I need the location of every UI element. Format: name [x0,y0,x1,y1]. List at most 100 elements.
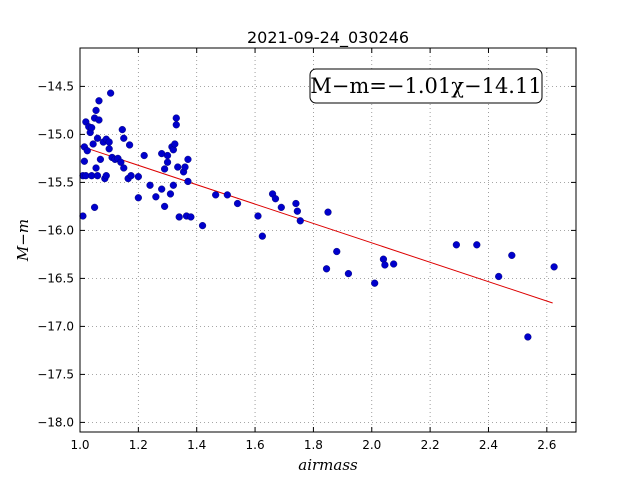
x-tick-labels: 1.0 1.2 1.4 1.6 1.8 2.0 2.2 2.4 2.6 [70,438,556,452]
data-point [127,172,135,180]
data-point [80,157,88,165]
data-point [292,199,300,208]
y-tick-label: −15.5 [37,175,74,189]
data-point [550,263,558,271]
data-point [473,241,481,249]
data-point [171,140,179,148]
plot-frame [79,47,577,433]
y-axis-label: M−m [14,219,32,262]
fit-equation-text: M−m=−1.01χ−14.11 [310,74,541,98]
data-point [184,177,192,186]
data-point [212,191,220,199]
data-point [296,217,304,225]
data-point [161,202,169,211]
x-tick-label: 2.2 [421,438,440,452]
data-point [344,270,353,278]
data-point [105,145,113,153]
x-axis-label: airmass [298,456,358,474]
data-point [120,134,128,142]
data-point [198,222,207,230]
data-point [158,185,166,193]
y-tick-label: −18.0 [37,415,74,429]
y-tick-label: −17.5 [37,367,74,381]
data-point [105,138,113,146]
data-point [324,208,332,216]
x-tick-label: 2.0 [362,438,381,452]
data-point [258,232,266,240]
data-points [79,89,558,341]
data-point [371,279,379,287]
data-point [524,333,532,341]
data-point [184,155,192,163]
data-point [233,199,242,208]
fit-line-layer [79,145,553,304]
data-point [169,181,177,189]
data-point [223,191,231,199]
x-tick-label: 1.8 [304,438,323,452]
data-point [96,155,105,163]
plot-area-background [80,48,576,432]
annotation-box [309,68,543,104]
data-point [134,173,142,181]
grid-lines [79,48,576,432]
data-point [254,212,262,220]
data-point [166,190,175,198]
data-point [495,272,503,281]
data-point [181,163,189,171]
data-point [277,203,285,211]
data-point [89,140,97,148]
y-tick-labels: −14.5 −15.0 −15.5 −16.0 −16.5 −17.0 −17.5 −18.0 [37,79,74,429]
data-point [271,195,280,203]
data-point [118,126,126,134]
data-point [381,261,389,269]
data-point [140,151,148,160]
y-tick-label: −16.5 [37,271,74,285]
data-point [88,124,96,132]
x-tick-label: 1.6 [246,438,265,452]
data-point [508,251,516,259]
data-point [163,151,172,160]
data-point [146,181,154,189]
x-tick-label: 2.4 [479,438,498,452]
data-point [174,163,182,171]
data-point [90,203,99,211]
data-point [161,165,169,173]
data-point [120,164,128,172]
data-point [134,194,142,202]
data-point [107,89,115,97]
data-point [102,172,110,180]
data-point [175,213,183,221]
data-point [117,158,125,166]
x-tick-label: 1.2 [129,438,148,452]
data-point [93,134,102,142]
data-point [95,97,103,105]
data-point [92,106,100,115]
data-point [79,212,87,220]
axis-ticks [79,48,576,432]
data-point [293,207,301,215]
data-point [322,265,331,273]
data-point [126,141,134,149]
data-point [93,172,102,180]
data-point [187,213,195,221]
data-point [172,114,180,122]
data-point [95,116,103,124]
data-point [83,147,91,155]
data-point [452,241,460,249]
data-point [172,121,180,129]
data-point [152,193,160,201]
chart-title: 2021-09-24_030246 [247,28,409,48]
x-tick-label: 2.6 [537,438,556,452]
fit-line [79,145,553,304]
x-tick-label: 1.4 [187,438,206,452]
data-point [333,247,341,256]
data-point [163,158,172,166]
data-point [390,260,398,268]
data-point [92,164,100,172]
y-tick-label: −16.0 [37,223,74,237]
y-tick-label: −14.5 [37,79,74,93]
y-tick-label: −17.0 [37,319,74,333]
x-tick-label: 1.0 [70,438,89,452]
fit-equation-box: M−m=−1.01χ−14.11 [309,68,543,104]
